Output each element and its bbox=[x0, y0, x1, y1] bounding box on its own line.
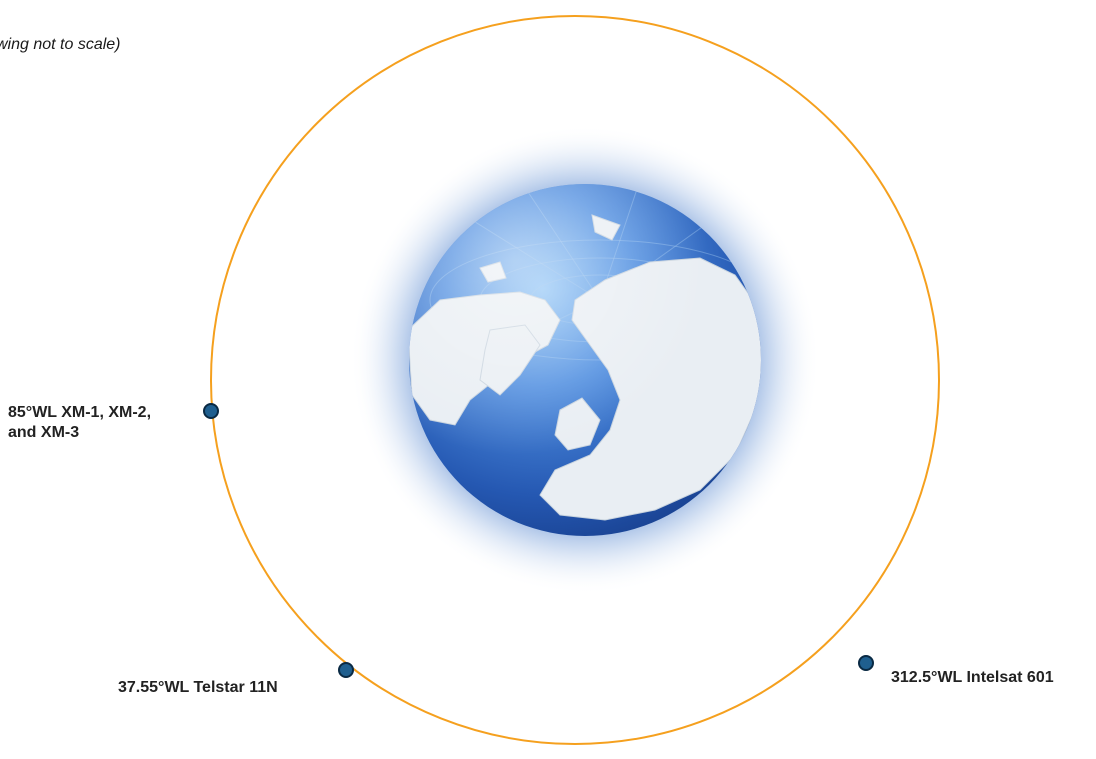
satellite-intelsat-label-line1: 312.5°WL Intelsat 601 bbox=[891, 669, 1054, 686]
scale-note: wing not to scale) bbox=[0, 36, 121, 53]
satellite-xm-label-line1: 85°WL XM-1, XM-2, bbox=[8, 404, 152, 421]
earth-globe bbox=[409, 184, 761, 536]
satellite-intelsat-label: 312.5°WL Intelsat 601 bbox=[891, 668, 1054, 688]
orbit-ring bbox=[210, 15, 940, 745]
satellite-xm-label: 85°WL XM-1, XM-2, and XM-3 bbox=[8, 403, 151, 443]
satellite-telstar-label: 37.55°WL Telstar 11N bbox=[118, 678, 278, 698]
satellite-telstar-marker bbox=[338, 662, 354, 678]
satellite-telstar-label-line1: 37.55°WL Telstar 11N bbox=[118, 679, 278, 696]
satellite-xm-marker bbox=[203, 403, 219, 419]
satellite-xm-label-line2: and XM-3 bbox=[8, 424, 80, 441]
satellite-intelsat-marker bbox=[858, 655, 874, 671]
